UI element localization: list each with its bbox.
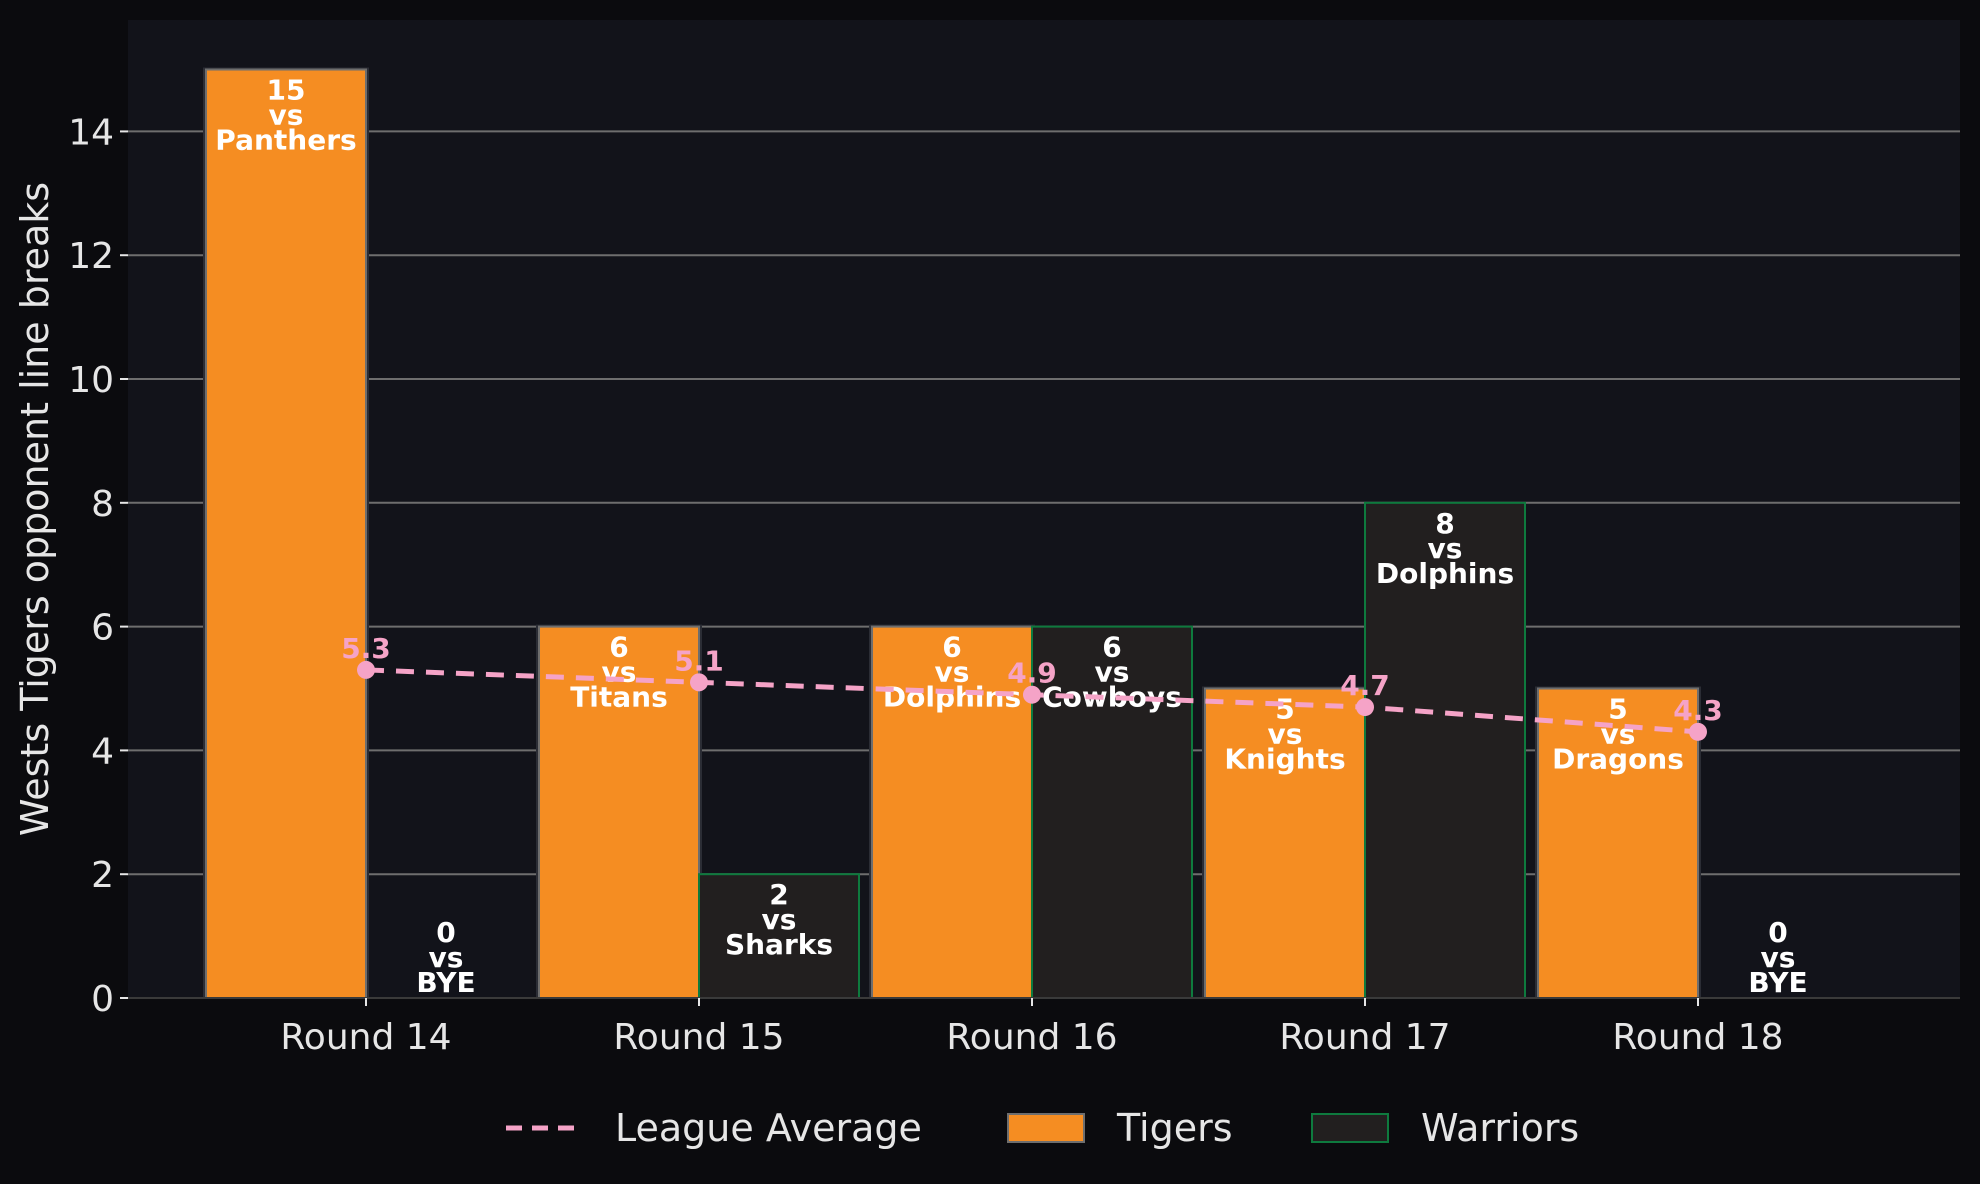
bar-vs-label: vs xyxy=(935,656,970,689)
x-tick-label: Round 18 xyxy=(1612,1017,1783,1058)
y-tick-label: 0 xyxy=(91,979,114,1020)
bar-opponent-label: Dragons xyxy=(1552,743,1684,776)
bar-vs-label: vs xyxy=(1268,718,1303,751)
y-tick-label: 6 xyxy=(91,608,114,649)
bar-vs-label: vs xyxy=(1761,941,1796,974)
legend-warriors-swatch xyxy=(1311,1113,1389,1143)
bar-vs-label: vs xyxy=(1095,656,1130,689)
tigers-bar xyxy=(538,625,700,999)
x-tick-label: Round 15 xyxy=(613,1017,784,1058)
tigers-bar xyxy=(1537,687,1699,1000)
league-average-point xyxy=(1356,698,1374,717)
legend-tigers-swatch xyxy=(1007,1113,1085,1143)
warriors-bar xyxy=(698,873,860,999)
bar-value-label: 5 xyxy=(1608,693,1627,726)
bar-opponent-label: Dolphins xyxy=(883,681,1021,714)
x-axis-ticks: Round 14 Round 15 Round 16 Round 17 Round 18 xyxy=(128,997,1960,1058)
bar-value-label: 15 xyxy=(267,74,306,107)
y-tick-label: 2 xyxy=(91,855,114,896)
league-average-value-label: 4.3 xyxy=(1673,694,1723,727)
legend: League Average Tigers Warriors xyxy=(506,1106,1579,1150)
bar-vs-label: vs xyxy=(1428,532,1463,565)
tigers-bar xyxy=(1204,687,1366,1000)
y-tick-label: 12 xyxy=(68,236,114,277)
bar-opponent-label: Knights xyxy=(1224,743,1345,776)
league-average-value-label: 5.1 xyxy=(674,644,724,677)
x-tick-label: Round 17 xyxy=(1279,1017,1450,1058)
bar-opponent-label: BYE xyxy=(416,966,475,999)
bar-value-label: 6 xyxy=(1102,631,1121,664)
bar-vs-label: vs xyxy=(602,656,637,689)
league-average-point xyxy=(1689,722,1707,741)
legend-tigers-label: Tigers xyxy=(1116,1106,1233,1150)
y-tick-label: 8 xyxy=(91,484,114,525)
bar-value-label: 0 xyxy=(436,916,455,949)
bar-value-label: 6 xyxy=(942,631,961,664)
league-average-value-label: 5.3 xyxy=(341,632,391,665)
bar-value-label: 0 xyxy=(1768,916,1787,949)
bar-vs-label: vs xyxy=(762,903,797,936)
bars: 15vsPanthers0vsBYE6vsTitans2vsSharks6vsD… xyxy=(203,67,1858,1000)
league-average-point xyxy=(690,673,708,692)
bar-value-label: 5 xyxy=(1275,693,1294,726)
legend-warriors-label: Warriors xyxy=(1421,1106,1579,1150)
league-average-point xyxy=(357,660,375,679)
y-tick-label: 10 xyxy=(68,360,114,401)
y-axis-ticks: 0 2 4 6 8 10 12 14 xyxy=(68,112,128,1020)
bar-value-label: 6 xyxy=(609,631,628,664)
bar-value-label: 8 xyxy=(1435,507,1454,540)
bar-opponent-label: Sharks xyxy=(725,928,833,961)
y-tick-label: 14 xyxy=(68,112,114,153)
tigers-bar xyxy=(205,68,367,1000)
bar-value-label: 2 xyxy=(769,878,788,911)
x-tick-label: Round 14 xyxy=(280,1017,451,1058)
bar-opponent-label: Dolphins xyxy=(1376,557,1514,590)
bar-vs-label: vs xyxy=(269,99,304,132)
bar-opponent-label: Panthers xyxy=(215,124,356,157)
warriors-bar xyxy=(1364,501,1526,999)
tigers-bar xyxy=(871,625,1033,999)
x-tick-label: Round 16 xyxy=(946,1017,1117,1058)
warriors-bar xyxy=(1031,625,1193,999)
league-average-point xyxy=(1023,685,1041,704)
league-average-line: 5.3 5.1 4.9 4.7 4.3 xyxy=(341,632,1723,741)
bar-vs-label: vs xyxy=(429,941,464,974)
y-tick-label: 4 xyxy=(91,731,114,772)
league-average-value-label: 4.7 xyxy=(1340,669,1390,702)
bar-opponent-label: BYE xyxy=(1748,966,1807,999)
league-average-value-label: 4.9 xyxy=(1007,657,1057,690)
y-axis-title: Wests Tigers opponent line breaks xyxy=(13,182,57,836)
legend-league-average-label: League Average xyxy=(615,1106,922,1150)
bar-opponent-label: Titans xyxy=(570,681,668,714)
